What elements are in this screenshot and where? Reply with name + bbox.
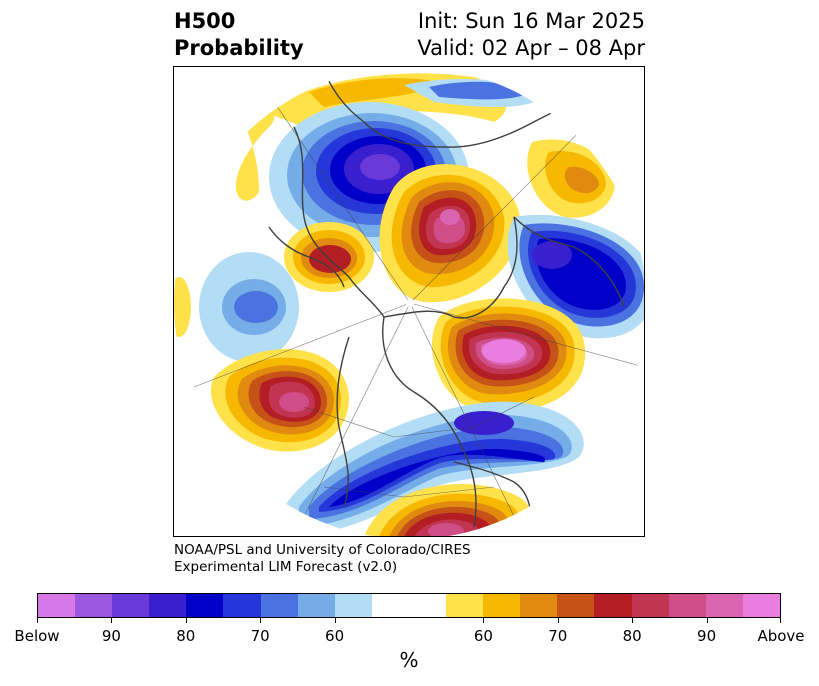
anomaly-siberia-high	[379, 164, 521, 303]
credit-text: NOAA/PSL and University of Colorado/CIRE…	[174, 542, 471, 576]
colorbar-tick-label: 60	[473, 627, 493, 645]
colorbar-below-6	[223, 594, 261, 617]
colorbar-tick-mark	[632, 618, 634, 623]
colorbar-above-6	[631, 594, 669, 617]
colorbar-tick-mark	[557, 618, 559, 623]
credit-line-1: NOAA/PSL and University of Colorado/CIRE…	[174, 542, 471, 558]
colorbar-tick-label: 90	[697, 627, 717, 645]
colorbar-tick-label: 60	[325, 627, 345, 645]
title-right: Init: Sun 16 Mar 2025 Valid: 02 Apr – 08…	[417, 8, 645, 62]
colorbar-below-1	[38, 594, 76, 617]
colorbar-below-4	[149, 594, 187, 617]
colorbar-below-9	[334, 594, 372, 617]
credit-line-2: Experimental LIM Forecast (v2.0)	[174, 559, 398, 575]
colorbar-neutral	[371, 594, 447, 617]
anomaly-caspian-high	[284, 222, 374, 292]
probability-map	[173, 66, 645, 537]
map-canvas	[174, 67, 644, 536]
valid-range: Valid: 02 Apr – 08 Apr	[417, 36, 645, 60]
anomaly-pacific-west-low	[199, 252, 299, 362]
anomaly-pacific-high	[210, 349, 349, 452]
colorbar-tick-label: 70	[250, 627, 270, 645]
colorbar-below-8	[297, 594, 335, 617]
colorbar-above-9	[742, 594, 780, 617]
colorbar-unit: %	[399, 648, 419, 672]
colorbar-tick-mark	[260, 618, 262, 623]
title-variable: H500	[174, 9, 236, 33]
colorbar-above-2	[483, 594, 521, 617]
colorbar-tick-mark	[185, 618, 187, 623]
colorbar-above-4	[557, 594, 595, 617]
colorbar-above-5	[594, 594, 632, 617]
colorbar-tick-label: Above	[757, 627, 805, 645]
anomaly-west-edge-high	[174, 277, 191, 337]
anomaly-china-high	[527, 139, 615, 218]
colorbar-tick-mark	[780, 618, 781, 623]
colorbar-tick-mark	[334, 618, 336, 623]
probability-colorbar	[37, 593, 781, 618]
colorbar-tick-mark	[706, 618, 708, 623]
graticule-lines	[193, 86, 644, 536]
colorbar-tick-label: 70	[548, 627, 568, 645]
colorbar-below-2	[75, 594, 113, 617]
colorbar-tick-label: 80	[176, 627, 196, 645]
colorbar-tick-mark	[37, 618, 38, 623]
anomaly-south-us-high	[364, 484, 531, 536]
title-product: Probability	[174, 36, 304, 60]
title-left: H500 Probability	[174, 8, 304, 62]
init-date: Init: Sun 16 Mar 2025	[417, 9, 645, 33]
colorbar-tick-mark	[483, 618, 485, 623]
colorbar-above-8	[705, 594, 743, 617]
colorbar-tick-mark	[111, 618, 113, 623]
colorbar-below-3	[112, 594, 150, 617]
colorbar-tick-label: Below	[14, 627, 60, 645]
colorbar-below-5	[186, 594, 224, 617]
colorbar-tick-label: 80	[622, 627, 642, 645]
colorbar-below-7	[260, 594, 298, 617]
colorbar-above-1	[446, 594, 484, 617]
colorbar-above-3	[520, 594, 558, 617]
colorbar-tick-label: 90	[101, 627, 121, 645]
north-pole-marker	[406, 299, 414, 307]
colorbar-above-7	[668, 594, 706, 617]
